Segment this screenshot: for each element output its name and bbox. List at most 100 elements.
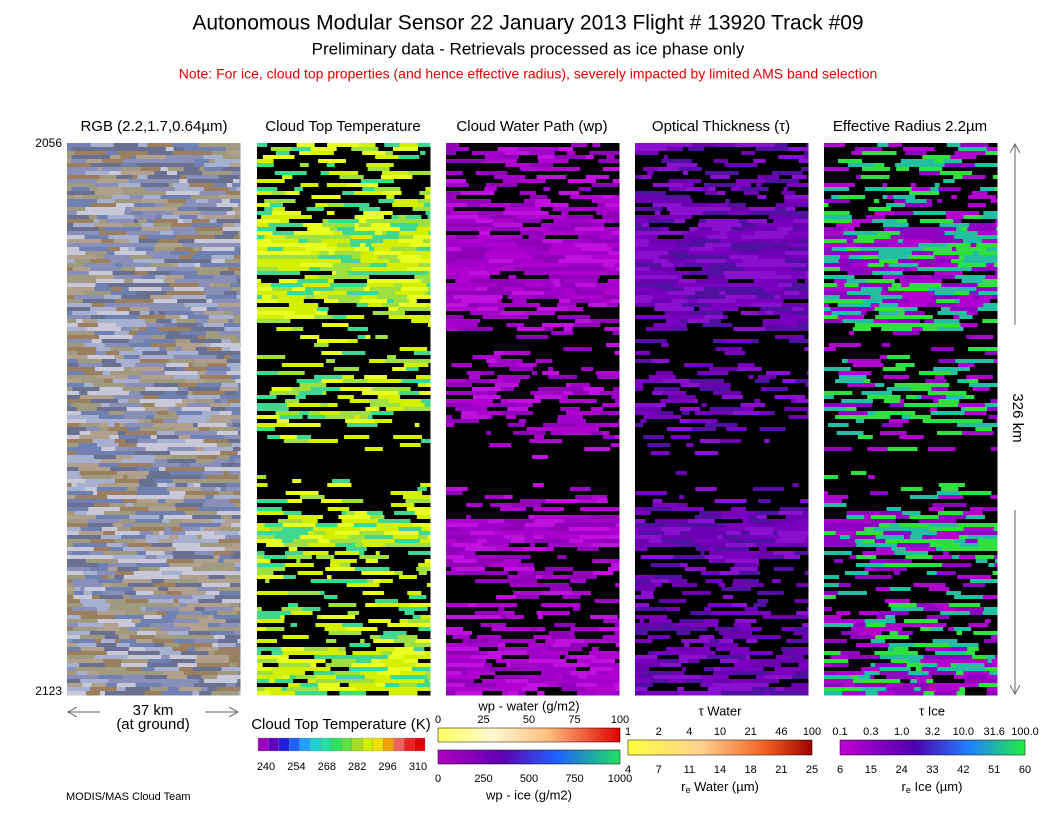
image-cell — [219, 359, 228, 364]
image-cell — [734, 447, 746, 452]
image-cell — [422, 491, 431, 496]
image-cell — [523, 287, 552, 292]
image-cell — [346, 183, 379, 188]
image-cell — [886, 483, 906, 488]
image-cell — [578, 499, 598, 504]
image-cell — [662, 207, 668, 212]
image-cell — [360, 443, 379, 448]
image-cell — [459, 291, 466, 296]
image-cell — [714, 195, 728, 200]
image-cell — [332, 263, 354, 268]
image-cell — [987, 179, 995, 184]
image-cell — [301, 471, 313, 476]
image-cell — [187, 179, 221, 184]
image-cell — [257, 299, 278, 304]
image-cell — [374, 267, 386, 272]
image-cell — [85, 479, 116, 484]
image-cell — [951, 527, 965, 532]
image-cell — [860, 287, 883, 292]
image-cell — [87, 327, 122, 332]
image-cell — [425, 339, 431, 344]
image-cell — [237, 431, 241, 436]
image-cell — [965, 539, 979, 544]
image-cell — [958, 255, 965, 260]
image-cell — [994, 187, 998, 192]
image-cell — [777, 531, 806, 536]
image-cell — [370, 223, 391, 228]
image-cell — [498, 527, 524, 532]
image-cell — [478, 523, 512, 528]
image-cell — [985, 371, 998, 376]
image-cell — [706, 219, 739, 224]
image-cell — [652, 499, 663, 504]
image-cell — [476, 539, 487, 544]
image-cell — [100, 459, 122, 464]
image-cell — [487, 427, 500, 432]
image-cell — [953, 347, 969, 352]
image-cell — [769, 423, 783, 428]
image-cell — [355, 195, 387, 200]
image-cell — [100, 239, 115, 244]
image-cell — [841, 359, 849, 364]
image-cell — [180, 315, 189, 320]
image-cell — [67, 431, 81, 436]
image-cell — [67, 355, 89, 360]
image-cell — [428, 463, 431, 468]
image-cell — [598, 519, 617, 524]
image-cell — [915, 195, 935, 200]
image-cell — [496, 447, 516, 452]
image-cell — [594, 147, 613, 152]
image-cell — [782, 547, 808, 552]
image-cell — [400, 287, 429, 292]
image-cell — [84, 343, 106, 348]
image-cell — [682, 231, 704, 236]
image-cell — [446, 391, 452, 396]
image-cell — [754, 143, 760, 148]
image-cell — [968, 195, 997, 200]
image-cell — [894, 383, 921, 388]
image-cell — [112, 271, 135, 276]
image-cell — [113, 239, 130, 244]
image-cell — [366, 283, 377, 288]
image-cell — [557, 415, 584, 420]
image-cell — [505, 163, 531, 168]
image-cell — [261, 347, 283, 352]
image-cell — [178, 383, 198, 388]
image-cell — [933, 391, 967, 396]
image-cell — [217, 455, 231, 460]
image-cell — [594, 171, 619, 176]
image-cell — [639, 215, 661, 220]
image-cell — [115, 479, 140, 484]
image-cell — [293, 483, 320, 488]
image-cell — [870, 295, 903, 300]
image-cell — [746, 455, 755, 460]
image-cell — [89, 187, 98, 192]
image-cell — [851, 471, 867, 476]
image-cell — [940, 467, 965, 472]
image-cell — [277, 371, 306, 376]
image-cell — [333, 471, 367, 476]
image-cell — [367, 439, 376, 444]
image-cell — [899, 435, 925, 440]
image-cell — [517, 147, 543, 152]
image-cell — [602, 531, 618, 536]
image-cell — [147, 195, 162, 200]
image-cell — [755, 147, 789, 152]
image-cell — [412, 427, 431, 432]
image-cell — [604, 311, 620, 316]
image-cell — [88, 215, 98, 220]
image-cell — [872, 403, 891, 408]
image-cell — [342, 463, 366, 468]
image-cell — [995, 419, 998, 424]
image-cell — [67, 539, 91, 544]
image-cell — [530, 391, 564, 396]
image-cell — [236, 295, 241, 300]
image-cell — [502, 179, 521, 184]
image-cell — [552, 207, 578, 212]
image-cell — [446, 207, 455, 212]
image-cell — [302, 499, 313, 504]
image-cell — [508, 195, 531, 200]
image-cell — [833, 279, 848, 284]
image-cell — [197, 335, 207, 340]
image-cell — [836, 455, 861, 460]
